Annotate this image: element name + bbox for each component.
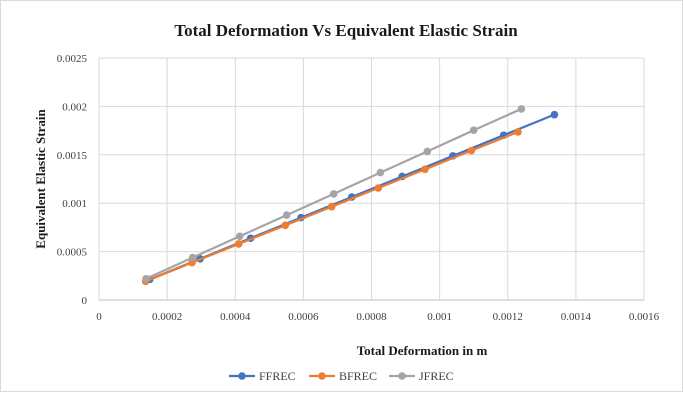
legend-marker-bfrec xyxy=(318,372,326,380)
legend-label-ffrec: FFREC xyxy=(259,369,296,383)
data-point-jfrec xyxy=(142,275,150,283)
y-axis-label: Equivalent Elastic Strain xyxy=(33,109,48,249)
y-tick-label: 0.002 xyxy=(62,101,87,113)
legend-marker-jfrec xyxy=(398,372,406,380)
data-point-bfrec xyxy=(514,128,522,136)
data-point-jfrec xyxy=(188,253,197,262)
y-tick-label: 0.001 xyxy=(62,198,87,210)
data-point-bfrec xyxy=(234,240,243,248)
x-tick-label: 0.0006 xyxy=(288,311,319,323)
series-group xyxy=(141,105,559,286)
data-point-bfrec xyxy=(281,221,290,230)
data-point-bfrec xyxy=(374,184,383,192)
data-point-jfrec xyxy=(235,232,244,241)
y-tick-label: 0 xyxy=(82,295,88,307)
legend: FFREC BFREC JFREC xyxy=(229,369,454,383)
legend-label-jfrec: JFREC xyxy=(419,369,454,383)
x-tick-label: 0.0004 xyxy=(220,311,251,323)
chart-title: Total Deformation Vs Equivalent Elastic … xyxy=(174,21,518,40)
gridlines xyxy=(98,57,645,301)
y-tick-label: 0.0005 xyxy=(57,247,88,259)
data-point-jfrec xyxy=(376,168,385,177)
data-point-jfrec xyxy=(517,105,526,113)
data-point-jfrec xyxy=(423,147,432,156)
x-tick-label: 0.001 xyxy=(427,311,452,323)
data-point-jfrec xyxy=(469,126,478,135)
x-tick-label: 0.0014 xyxy=(561,311,592,323)
data-point-bfrec xyxy=(327,202,336,211)
y-tick-labels: 0 0.0005 0.001 0.0015 0.002 0.0025 xyxy=(57,53,88,307)
y-tick-label: 0.0015 xyxy=(57,150,88,162)
data-point-bfrec xyxy=(467,146,476,155)
x-tick-label: 0 xyxy=(96,311,102,323)
data-point-jfrec xyxy=(282,211,291,219)
data-point-jfrec xyxy=(329,190,338,198)
x-tick-label: 0.0002 xyxy=(152,311,182,323)
legend-marker-ffrec xyxy=(238,372,246,380)
data-point-bfrec xyxy=(421,165,429,174)
x-axis-label: Total Deformation in m xyxy=(357,343,488,358)
x-tick-label: 0.0008 xyxy=(356,311,387,323)
x-tick-labels: 0 0.0002 0.0004 0.0006 0.0008 0.001 0.0012 0.00… xyxy=(96,311,659,323)
x-tick-label: 0.0016 xyxy=(629,311,660,323)
y-tick-label: 0.0025 xyxy=(57,53,88,65)
legend-label-bfrec: BFREC xyxy=(339,369,377,383)
x-tick-label: 0.0012 xyxy=(493,311,523,323)
data-point-ffrec xyxy=(550,110,559,119)
